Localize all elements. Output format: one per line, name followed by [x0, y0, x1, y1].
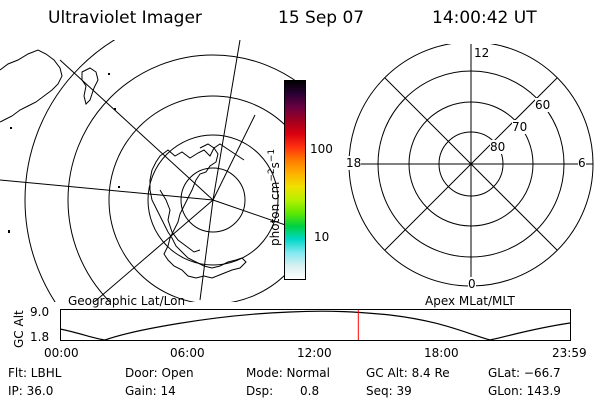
imager-title: Ultraviolet Imager [48, 8, 202, 28]
antarctica-inner-coast [159, 189, 201, 253]
lat-circle [24, 40, 116, 302]
lon-line [212, 114, 256, 201]
intensity-colorbar [284, 80, 306, 280]
geographic-map-panel [0, 40, 300, 302]
seq-info: Seq: 39 [366, 384, 412, 398]
colorbar-unit-main: photon cm [268, 181, 282, 246]
lat-circle [147, 134, 279, 266]
dsp-value: 0.8 [300, 384, 320, 398]
altitude-xtick: 00:00 [44, 346, 79, 360]
colorbar-unit-exp1: −2 [267, 168, 277, 182]
gain-info: Gain: 14 [125, 384, 176, 398]
image-date: 15 Sep 07 [278, 8, 365, 28]
lat-circle [67, 54, 300, 302]
glon-info: GLon: 143.9 [488, 384, 561, 398]
island-dot [108, 73, 110, 75]
mlt-label-6: 6 [578, 156, 586, 170]
door-info: Door: Open [125, 366, 194, 380]
lat-circle [180, 167, 246, 233]
apex-caption: Apex MLat/MLT [425, 294, 515, 308]
mlt-label-18: 18 [346, 156, 362, 170]
mlat-label-70: 70 [512, 120, 528, 134]
mlat-label-80: 80 [490, 140, 506, 154]
australia-coastline [0, 49, 63, 123]
altitude-plot [60, 309, 571, 341]
antarctic-peninsula [199, 143, 245, 161]
mlat-label-60: 60 [535, 98, 551, 112]
lon-line [59, 59, 214, 201]
glat-info: GLat: −66.7 [488, 366, 561, 380]
mlt-label-0: 0 [468, 277, 476, 291]
island-dot [114, 108, 116, 110]
colorbar-tick-label: 10 [314, 230, 330, 244]
altitude-xtick: 06:00 [170, 346, 205, 360]
tasmania-coastline [81, 67, 99, 105]
mlt-line [384, 77, 558, 251]
dsp-label: Dsp: [246, 384, 274, 398]
island-dot [10, 127, 12, 129]
altitude-ytick: 1.8 [30, 330, 50, 344]
altitude-xtick: 12:00 [297, 346, 332, 360]
mlat-mlt-polar-panel [348, 44, 594, 287]
colorbar-unit-exp2: −1 [267, 148, 277, 163]
altitude-curve [60, 310, 571, 341]
ip-info: IP: 36.0 [8, 384, 54, 398]
island-dot [8, 230, 10, 233]
lat-circle [108, 95, 300, 302]
image-time: 14:00:42 UT [432, 8, 537, 28]
antarctica-coastline [149, 147, 247, 279]
filter-info: Flt: LBHL [8, 366, 62, 380]
geographic-caption: Geographic Lat/Lon [68, 294, 186, 308]
colorbar-tick-label: 100 [310, 142, 333, 156]
colorbar-unit-s: s [268, 162, 282, 169]
gc-alt-info: GC Alt: 8.4 Re [366, 366, 450, 380]
altitude-xtick: 18:00 [424, 346, 459, 360]
island-dot [118, 186, 120, 188]
mode-info: Mode: Normal [246, 366, 330, 380]
mlt-label-12: 12 [474, 46, 490, 60]
lon-line [93, 199, 214, 302]
altitude-ytick: 9.0 [30, 305, 50, 319]
altitude-xtick: 23:59 [552, 346, 587, 360]
lon-line [199, 199, 214, 301]
colorbar-label: photon cm−2s−1 [267, 149, 282, 366]
lon-line [212, 40, 241, 201]
lon-line [0, 179, 214, 201]
